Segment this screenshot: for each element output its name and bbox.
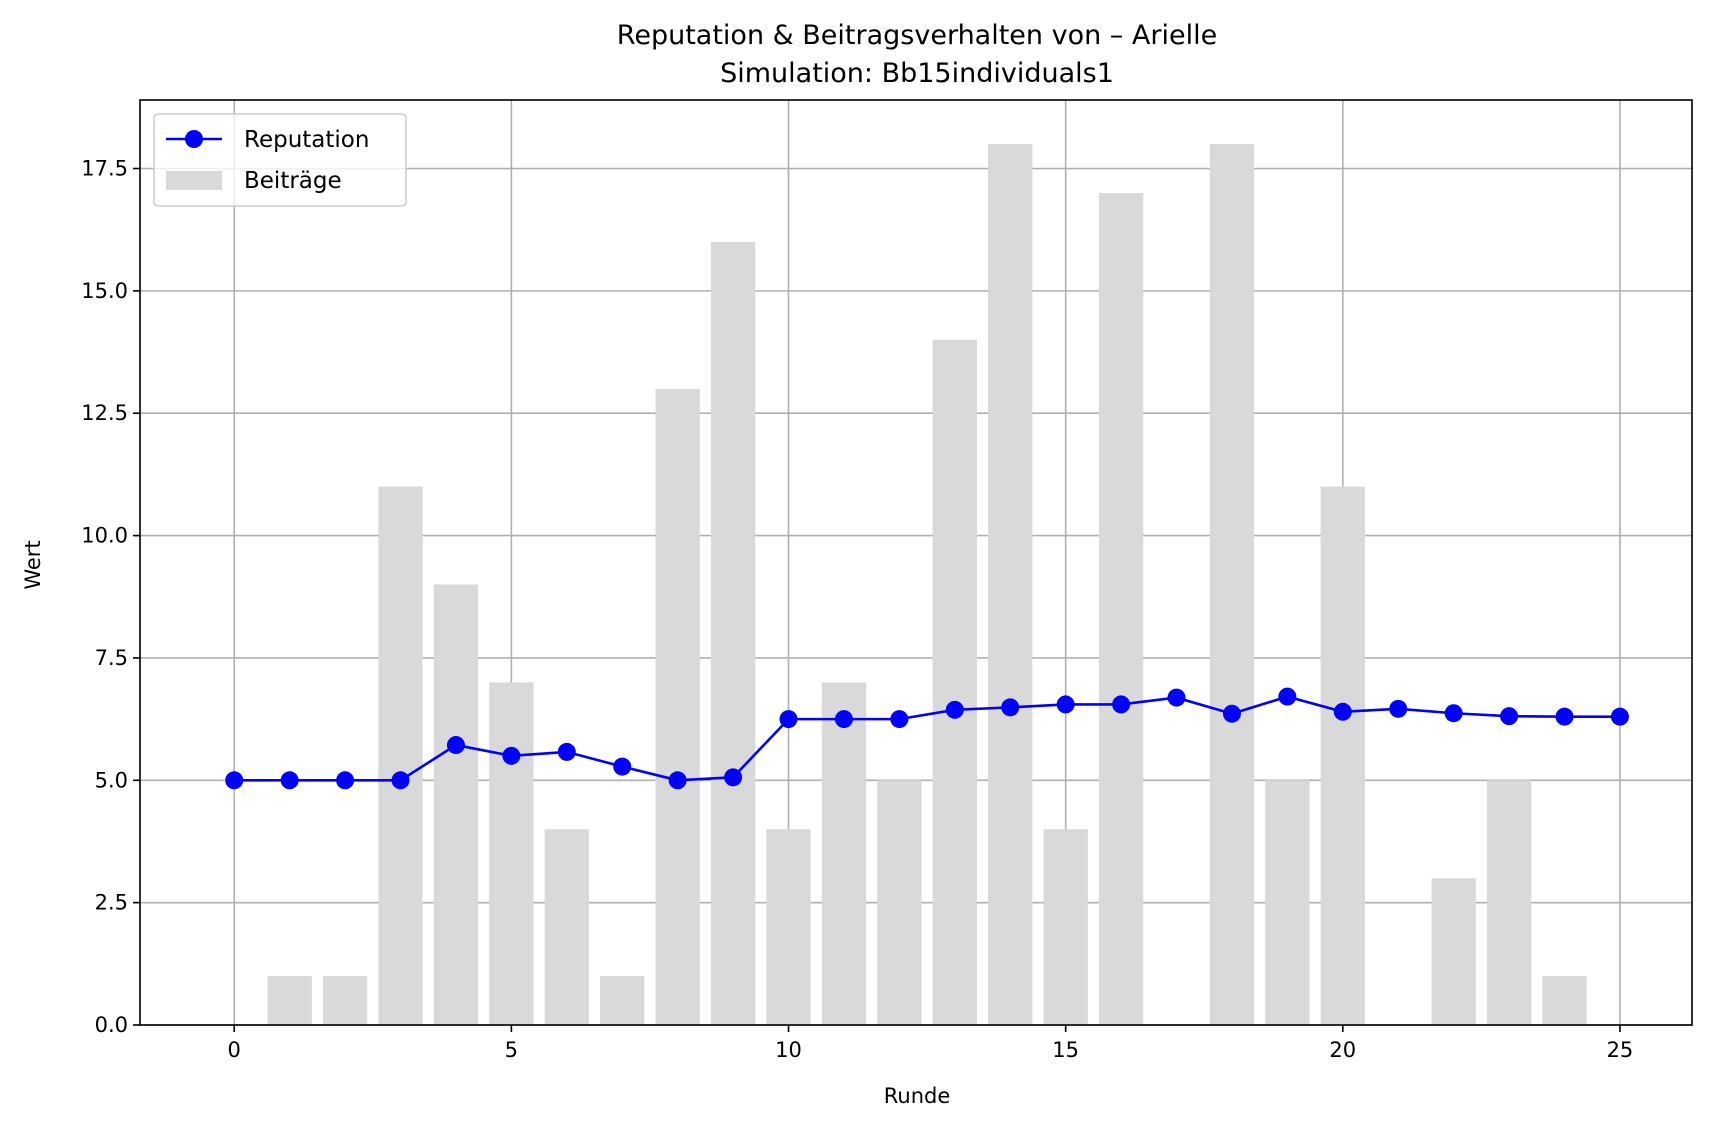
y-tick-label: 2.5: [95, 891, 128, 915]
reputation-point: [1278, 687, 1297, 706]
reputation-line: [234, 695, 1620, 782]
bar: [1320, 486, 1365, 1025]
reputation-point: [225, 771, 244, 790]
y-tick-label: 17.5: [81, 157, 128, 181]
bar: [600, 976, 645, 1025]
y-tick-label: 0.0: [95, 1013, 128, 1037]
bar: [1209, 144, 1255, 1026]
bar: [378, 486, 423, 1025]
reputation-point: [1333, 702, 1352, 721]
reputation-point: [1001, 698, 1020, 717]
x-tick-label: 0: [228, 1038, 241, 1062]
reputation-point: [446, 736, 465, 755]
legend-marker-swatch: [185, 130, 203, 148]
bar: [988, 144, 1033, 1026]
bar: [267, 976, 312, 1025]
bar: [821, 682, 867, 1025]
legend: Reputation Beiträge: [153, 113, 407, 207]
bar: [489, 682, 534, 1025]
x-tick-label: 15: [1052, 1038, 1079, 1062]
bar: [932, 339, 977, 1025]
bar: [655, 388, 700, 1026]
x-tick-label: 25: [1607, 1038, 1634, 1062]
bar: [322, 976, 368, 1025]
reputation-point: [890, 710, 909, 729]
chart-subtitle: Simulation: Bb15individuals1: [720, 58, 1114, 89]
reputation-point: [668, 771, 687, 790]
reputation-point: [1389, 699, 1408, 718]
legend-label-reputation: Reputation: [244, 127, 369, 153]
legend-label-beitraege: Beiträge: [244, 168, 342, 194]
bar: [1431, 878, 1476, 1025]
reputation-point: [1444, 704, 1463, 723]
bar: [433, 584, 479, 1025]
bar: [710, 241, 756, 1025]
reputation-point: [391, 771, 410, 790]
y-tick-label: 15.0: [81, 279, 128, 303]
bar: [1043, 829, 1088, 1025]
y-axis-label: Wert: [21, 540, 45, 589]
reputation-point: [834, 710, 853, 729]
chart-title: Reputation & Beitragsverhalten von – Ari…: [617, 20, 1217, 51]
y-tick-label: 5.0: [95, 768, 128, 792]
plot-frame: [139, 99, 1693, 1026]
x-tick-label: 5: [505, 1038, 518, 1062]
axes: 0 5 10 15 20 25 0.0 2.5 5.0 7.5 10.0 12.5 15.0 17.5: [81, 99, 1693, 1062]
bar: [877, 780, 922, 1025]
reputation-point: [1500, 707, 1519, 726]
reputation-point: [779, 710, 798, 729]
reputation-point: [1555, 707, 1574, 726]
reputation-point: [1056, 695, 1075, 714]
bar: [1265, 780, 1310, 1025]
y-tick-label: 12.5: [81, 401, 128, 425]
reputation-point: [502, 746, 521, 765]
line-series: [225, 687, 1629, 790]
x-tick-label: 20: [1329, 1038, 1356, 1062]
reputation-point: [1610, 707, 1629, 726]
bar: [1486, 780, 1532, 1025]
x-tick-label: 10: [775, 1038, 802, 1062]
reputation-point: [280, 771, 299, 790]
bar: [1542, 976, 1587, 1025]
reputation-point: [613, 757, 632, 776]
bar: [766, 829, 811, 1025]
reputation-point: [336, 771, 355, 790]
reputation-point: [1112, 695, 1131, 714]
bar: [544, 829, 589, 1025]
reputation-point: [724, 768, 743, 787]
bar: [1098, 192, 1144, 1026]
reputation-point: [1222, 704, 1241, 723]
bars-series: [267, 144, 1587, 1026]
reputation-point: [1167, 688, 1186, 707]
reputation-point: [557, 742, 576, 761]
legend-bar-swatch: [166, 171, 222, 190]
y-tick-label: 10.0: [81, 524, 128, 548]
reputation-point: [945, 700, 964, 719]
x-axis-label: Runde: [884, 1084, 951, 1108]
y-tick-label: 7.5: [95, 646, 128, 670]
